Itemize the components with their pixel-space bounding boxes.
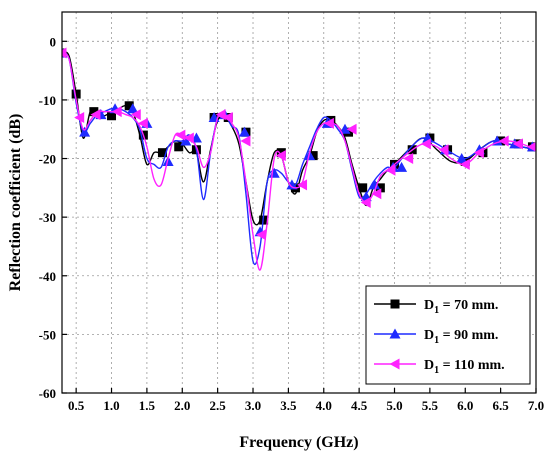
series-marker: [473, 147, 484, 159]
y-tick-label: -20: [39, 152, 56, 167]
series-marker: [130, 109, 141, 121]
x-tick-label: 5.5: [422, 398, 439, 413]
legend-entry: D1 = 70 mm.: [374, 298, 498, 316]
series-marker: [137, 117, 148, 129]
y-tick-label: -50: [39, 327, 56, 342]
series-marker: [360, 197, 371, 208]
x-tick-label: 3.5: [280, 398, 297, 413]
x-tick-label: 4.5: [351, 398, 368, 413]
series-marker: [371, 188, 382, 200]
y-tick-label: -30: [39, 210, 56, 225]
series-marker: [157, 148, 167, 158]
x-tick-label: 6.5: [493, 398, 510, 413]
series-marker: [297, 179, 308, 191]
legend-entry: D1 = 110 mm.: [374, 358, 505, 376]
legend-label: D1 = 90 mm.: [424, 328, 498, 346]
legend: D1 = 70 mm. D1 = 90 mm. D1 = 110 mm.: [365, 285, 531, 385]
x-tick-label: 0.5: [68, 398, 85, 413]
series-marker: [385, 164, 396, 176]
series-marker: [62, 47, 67, 59]
series-marker: [74, 112, 85, 124]
legend-marker: [389, 358, 400, 370]
series-2: [62, 47, 536, 266]
series-marker: [358, 183, 368, 193]
x-tick-label: 4.0: [316, 398, 332, 413]
series-line: [62, 52, 536, 271]
y-tick-label: 0: [50, 34, 57, 49]
series-marker: [346, 123, 357, 135]
series-marker: [222, 112, 233, 124]
series-marker: [526, 141, 536, 152]
series-marker: [323, 117, 334, 129]
ticks-layer: 0.5 1.0 1.5 2.0 2.5 3.0 3.5 4.0 4.5 5.0 5.5 6.0 6.5 7…: [39, 34, 544, 413]
series-marker: [256, 229, 267, 241]
series-marker: [124, 101, 134, 111]
x-tick-label: 3.0: [245, 398, 261, 413]
series-marker: [180, 135, 192, 146]
x-axis-label: Frequency (GHz): [239, 434, 358, 451]
x-tick-label: 2.0: [174, 398, 190, 413]
legend-marker: [389, 328, 401, 339]
x-tick-label: 7.0: [528, 398, 544, 413]
series-marker: [79, 126, 91, 137]
series-marker: [71, 89, 81, 99]
series-marker: [275, 150, 286, 162]
series-marker: [183, 132, 194, 144]
series-marker: [107, 111, 117, 121]
y-tick-label: -40: [39, 269, 56, 284]
series-layer: [62, 47, 536, 271]
series-marker: [308, 151, 318, 161]
legend-marker: [390, 299, 400, 309]
series-marker: [286, 179, 298, 190]
y-tick-label: -60: [39, 386, 56, 401]
series-marker: [111, 106, 122, 118]
series-marker: [498, 135, 509, 147]
series-marker: [396, 161, 408, 172]
series-marker: [420, 138, 431, 150]
x-tick-label: 1.0: [103, 398, 119, 413]
series-marker: [438, 144, 449, 156]
series-marker: [127, 103, 139, 114]
legend-label: D1 = 110 mm.: [424, 358, 505, 376]
x-tick-label: 2.5: [210, 398, 227, 413]
series-marker: [369, 179, 381, 190]
series-marker: [90, 109, 101, 121]
y-axis-label: Reflection coefficient (dB): [7, 114, 24, 292]
series-marker: [240, 135, 251, 147]
series-marker: [375, 183, 385, 193]
series-marker: [512, 138, 523, 150]
series-marker: [459, 158, 470, 170]
series-marker: [403, 153, 414, 165]
x-tick-label: 1.5: [139, 398, 156, 413]
legend-label: D1 = 70 mm.: [424, 298, 498, 316]
series-marker: [89, 107, 99, 117]
series-3: [62, 47, 536, 271]
y-tick-label: -10: [39, 93, 56, 108]
plot-frame: [61, 11, 537, 394]
legend-entry: D1 = 90 mm.: [374, 328, 498, 346]
series-marker: [339, 123, 351, 134]
series-marker: [175, 129, 186, 141]
series-marker: [174, 142, 184, 152]
series-marker: [239, 126, 251, 137]
series-marker: [456, 153, 468, 164]
x-tick-label: 6.0: [457, 398, 473, 413]
x-tick-label: 5.0: [386, 398, 402, 413]
